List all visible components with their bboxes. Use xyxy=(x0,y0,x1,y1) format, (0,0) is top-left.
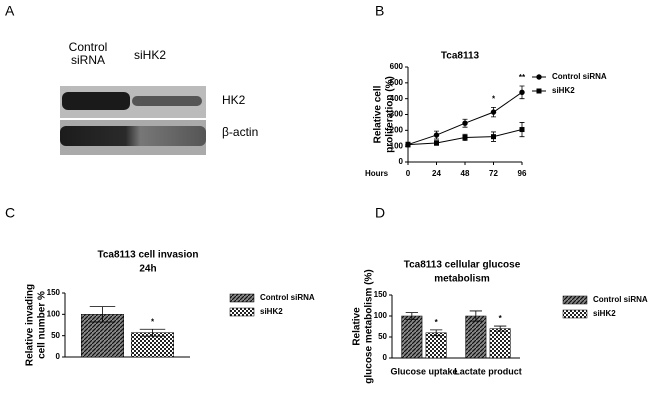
y-tick-label: 400 xyxy=(390,94,404,103)
chart-title: Tca8113 cellular glucose xyxy=(404,260,521,271)
legend-label: Control siRNA xyxy=(260,293,315,302)
x-axis-label: Hours xyxy=(365,169,389,178)
band xyxy=(132,96,202,106)
marker xyxy=(462,120,468,126)
x-tick-label: 0 xyxy=(406,169,411,178)
bar xyxy=(401,315,423,359)
legend-label: siHK2 xyxy=(593,309,616,318)
y-axis-label: glucose metabolism (%) xyxy=(364,269,375,383)
bar xyxy=(131,332,174,358)
legend-marker xyxy=(536,74,542,80)
marker xyxy=(519,89,525,96)
error-bar xyxy=(430,329,443,337)
y-tick-label: 0 xyxy=(56,352,61,361)
error-bar xyxy=(469,310,482,322)
panel-label: B xyxy=(375,3,384,19)
bar xyxy=(425,332,447,359)
y-axis-label: cell number % xyxy=(37,291,48,359)
band xyxy=(62,92,130,110)
annotation: * xyxy=(499,314,503,323)
y-tick-label: 100 xyxy=(390,141,404,150)
legend-marker xyxy=(536,88,542,94)
chart-title: metabolism xyxy=(434,274,490,285)
chart-title: Tca8113 xyxy=(441,51,480,62)
legend-swatch xyxy=(562,309,588,319)
error-bar xyxy=(405,312,418,320)
x-tick-label: 48 xyxy=(461,169,470,178)
legend-label: siHK2 xyxy=(260,307,283,316)
y-tick-label: 150 xyxy=(47,288,61,297)
y-tick-label: 300 xyxy=(390,110,404,119)
x-tick-label: Glucose uptake xyxy=(390,366,457,376)
y-tick-label: 0 xyxy=(383,353,388,362)
marker xyxy=(433,132,440,138)
bar xyxy=(489,328,511,359)
error-bar xyxy=(89,306,116,323)
error-bar xyxy=(494,325,507,332)
error-bar xyxy=(139,328,166,337)
lane-label: Control siRNA xyxy=(69,40,108,67)
legend-label: Control siRNA xyxy=(593,295,648,304)
y-tick-label: 200 xyxy=(390,125,404,134)
legend-swatch xyxy=(229,293,255,303)
panel-label: A xyxy=(5,3,15,19)
y-tick-label: 100 xyxy=(47,309,61,318)
y-tick-label: 600 xyxy=(390,62,404,71)
chart-title: Tca8113 cell invasion xyxy=(98,250,199,261)
marker xyxy=(434,140,439,146)
annotation: * xyxy=(435,318,439,327)
y-axis-label: Relative cell xyxy=(373,85,384,143)
annotation: * xyxy=(151,317,155,326)
x-tick-label: 72 xyxy=(489,169,498,178)
western-blot: Control siRNA siHK2 HK2 β-actin xyxy=(60,40,258,155)
band-label: HK2 xyxy=(222,93,246,107)
marker xyxy=(519,127,525,133)
y-axis-label: Relative xyxy=(352,307,363,346)
y-tick-label: 50 xyxy=(51,331,60,340)
bar-chart: Tca8113 cellular glucose metabolism Relati… xyxy=(352,260,648,384)
panel-label: C xyxy=(5,205,15,221)
legend-swatch xyxy=(229,307,255,317)
marker xyxy=(462,134,468,140)
y-tick-label: 150 xyxy=(374,290,388,299)
y-tick-label: 100 xyxy=(374,311,388,320)
y-axis-label: proliferation (%) xyxy=(385,76,396,153)
marker xyxy=(490,109,497,115)
lane-label: siHK2 xyxy=(134,48,166,62)
annotation: * xyxy=(492,94,496,103)
y-axis-label: Relative invading xyxy=(25,284,36,366)
x-tick-label: Lactate product xyxy=(454,366,522,376)
annotation: ** xyxy=(519,73,526,82)
legend-label: siHK2 xyxy=(552,86,575,95)
legend-label: Control siRNA xyxy=(552,72,607,81)
x-tick-label: 24 xyxy=(432,169,441,178)
y-tick-label: 50 xyxy=(378,332,387,341)
chart-title: 24h xyxy=(139,264,156,275)
bar xyxy=(465,315,487,359)
bar-chart: Tca8113 cell invasion 24h Relative invadin… xyxy=(25,250,315,366)
band xyxy=(60,126,206,146)
marker xyxy=(405,142,411,148)
marker xyxy=(491,134,496,140)
legend-swatch xyxy=(562,295,588,305)
y-tick-label: 0 xyxy=(399,157,404,166)
panel-label: D xyxy=(375,205,385,221)
x-tick-label: 96 xyxy=(518,169,527,178)
band-label: β-actin xyxy=(222,125,258,139)
y-tick-label: 500 xyxy=(390,78,404,87)
